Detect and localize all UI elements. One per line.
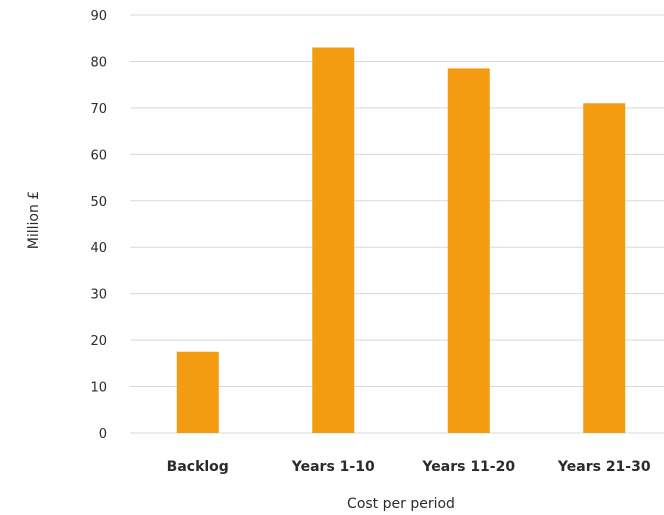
x-axis-ticks: Backlog Years 1-10 Years 11-20 Years 21-30 [167, 459, 651, 475]
y-tick-label: 60 [90, 148, 107, 163]
y-tick-label: 10 [90, 381, 107, 396]
gridlines [130, 14, 664, 434]
y-tick-label: 80 [90, 55, 107, 70]
x-tick-label: Years 11-20 [421, 459, 515, 475]
y-tick-label: 90 [90, 9, 107, 24]
bar-years-1-10 [312, 47, 355, 434]
bar-years-11-20 [447, 68, 490, 434]
y-tick-label: 40 [90, 241, 107, 256]
y-tick-label: 70 [90, 102, 107, 117]
y-tick-label: 50 [90, 195, 107, 210]
x-axis-title: Cost per period [347, 496, 455, 512]
x-tick-label: Years 1-10 [291, 459, 375, 475]
y-tick-label: 20 [90, 334, 107, 349]
x-tick-label: Backlog [167, 459, 229, 475]
bar-backlog [176, 351, 219, 433]
bar-years-21-30 [583, 103, 626, 433]
y-tick-label: 0 [99, 427, 107, 442]
y-axis-ticks: 0 10 20 30 40 50 60 70 80 90 [90, 9, 107, 442]
y-tick-label: 30 [90, 288, 107, 303]
y-axis-title: Million £ [26, 191, 42, 249]
x-tick-label: Years 21-30 [557, 459, 651, 475]
bars [176, 47, 626, 434]
